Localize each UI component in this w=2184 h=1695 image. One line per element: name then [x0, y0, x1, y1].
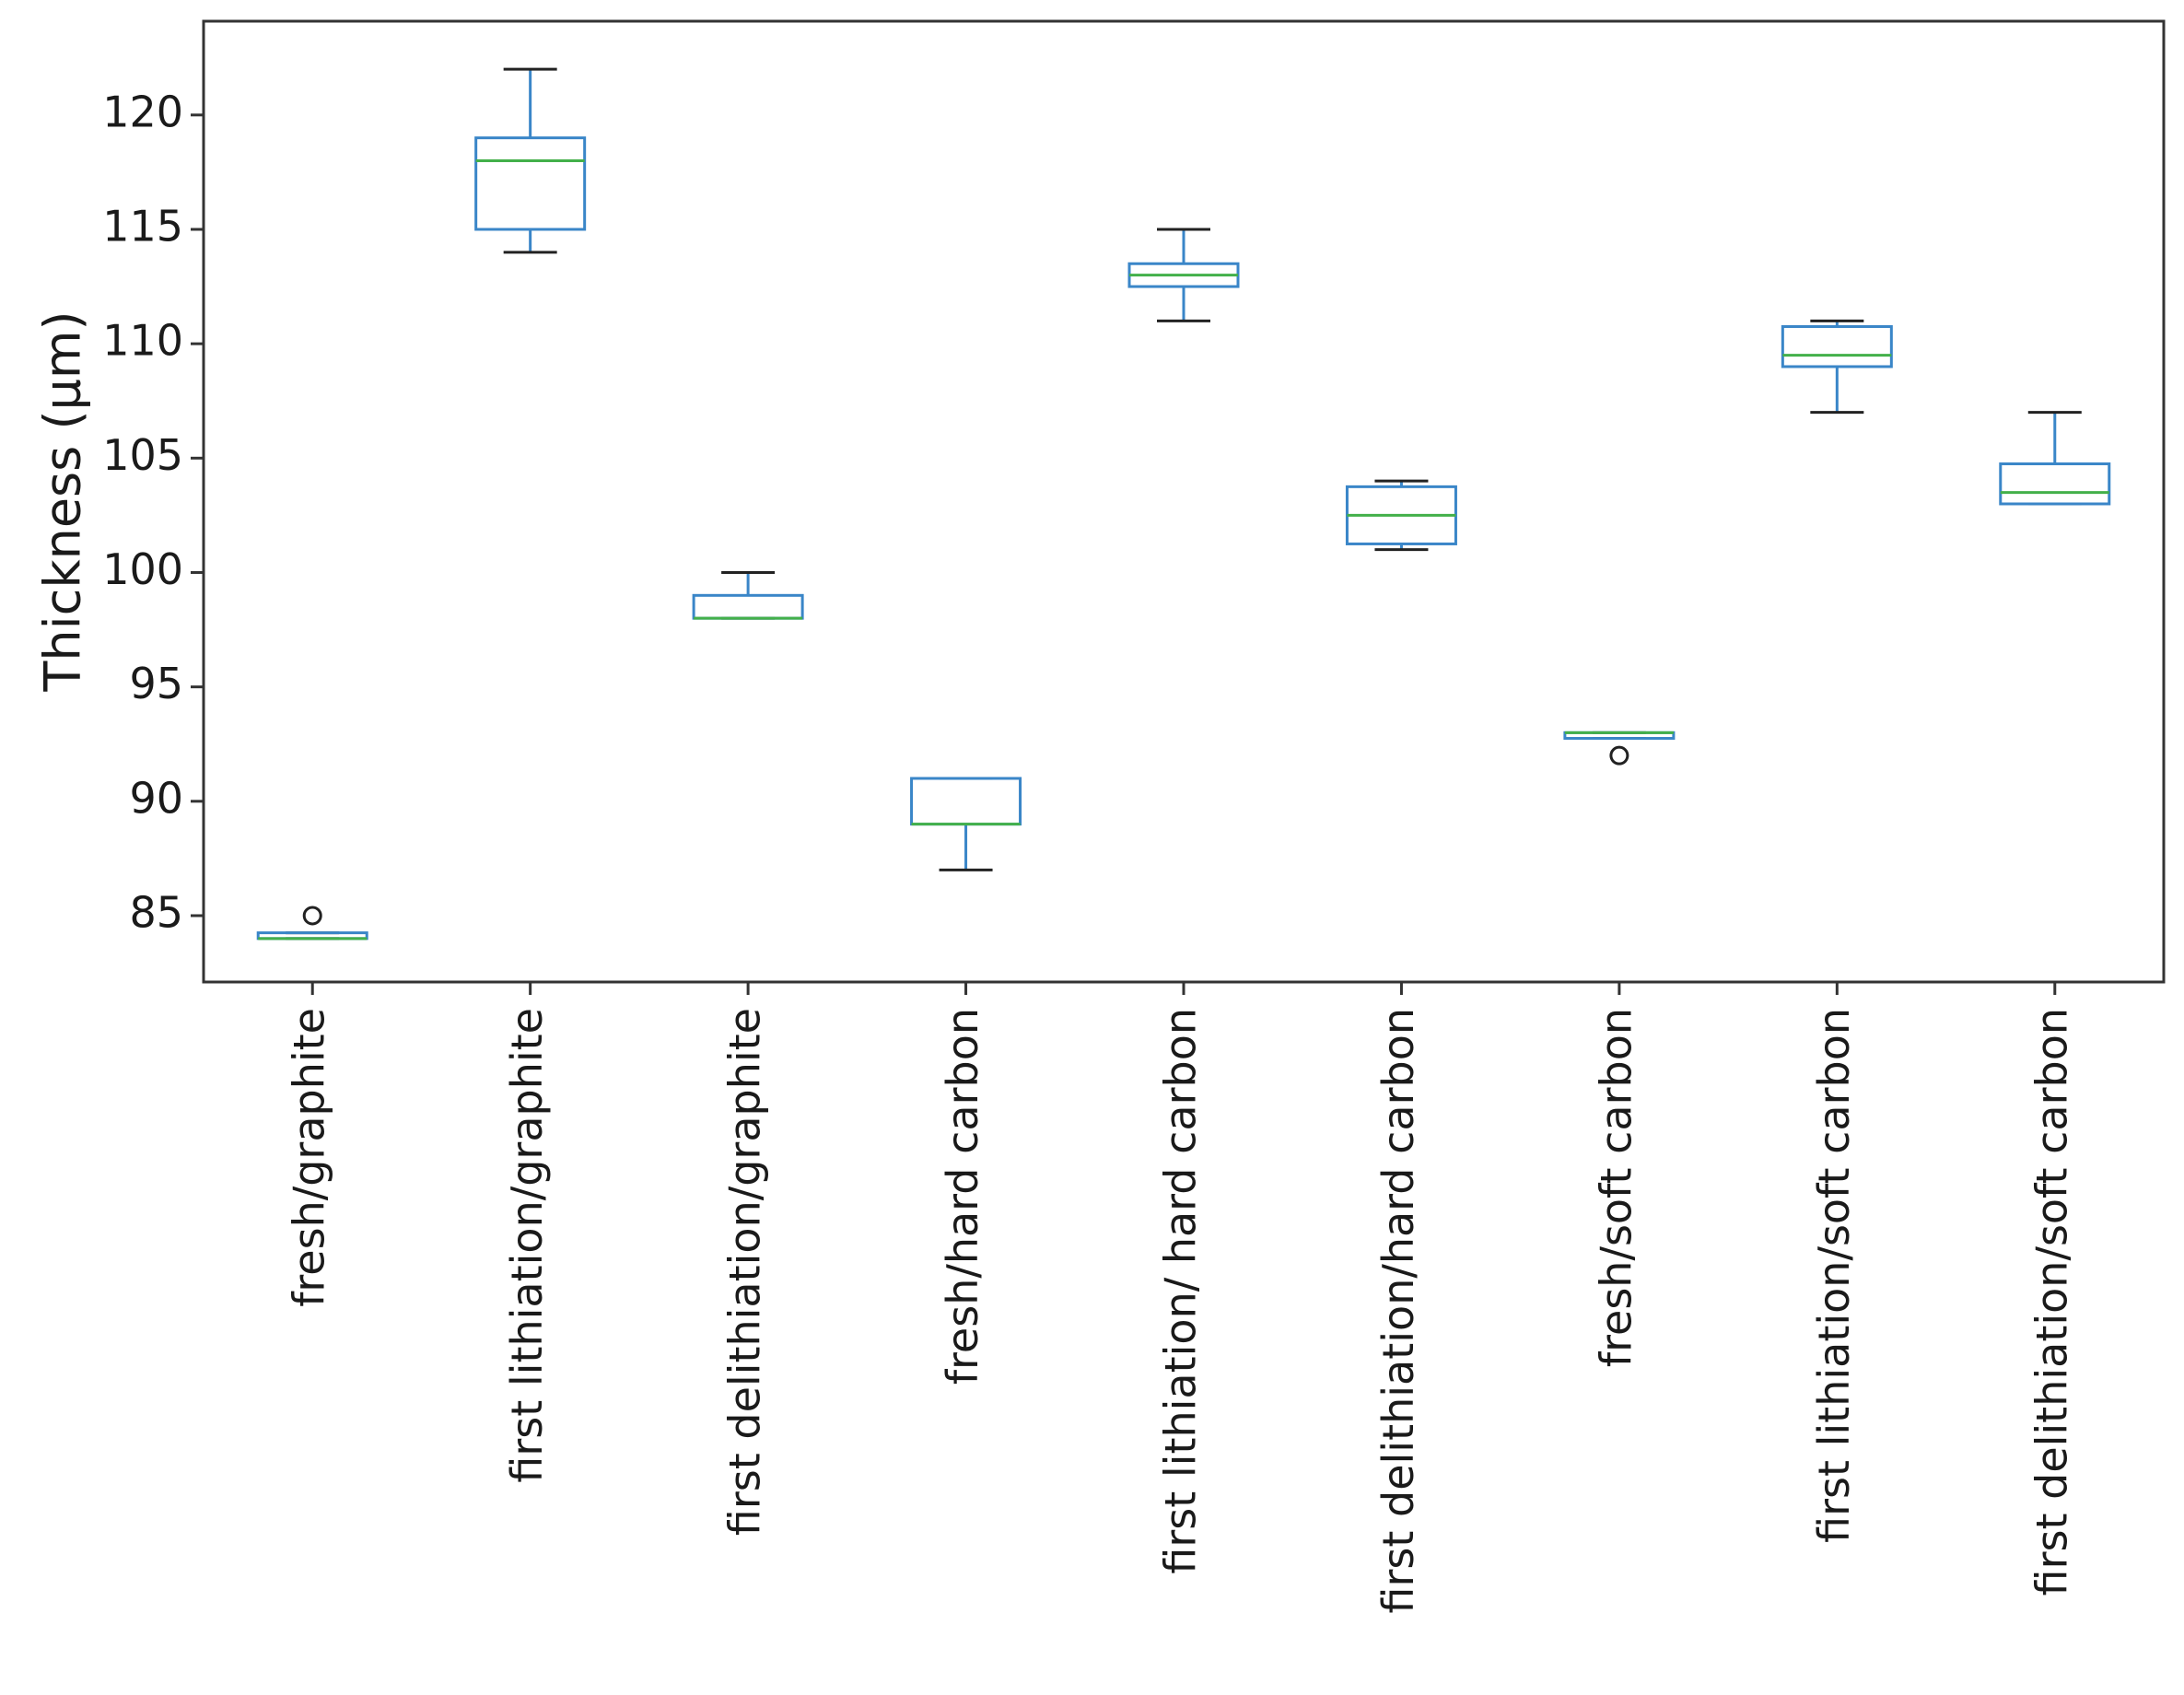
y-tick-label: 115: [102, 201, 183, 251]
y-tick-label: 85: [129, 887, 183, 937]
y-axis-label: Thickness (μm): [34, 310, 92, 692]
box-5: [1127, 228, 1240, 322]
y-tick-label: 120: [102, 87, 183, 136]
x-tick-label: first delithiation/soft carbon: [2026, 1008, 2076, 1596]
x-tick-label: first lithiation/graphite: [502, 1008, 552, 1483]
x-axis: fresh/graphite first lithiation/graphite f…: [285, 982, 2076, 1614]
outlier-point: [302, 906, 322, 926]
x-tick-label: fresh/soft carbon: [1591, 1008, 1641, 1367]
box-4: [910, 777, 1022, 871]
box-1: [256, 906, 368, 941]
iqr-box: [474, 136, 587, 231]
box-7: [1563, 731, 1676, 766]
x-tick-label: first lithiation/ hard carbon: [1156, 1008, 1206, 1574]
x-tick-label: fresh/graphite: [285, 1008, 334, 1307]
y-tick-label: 95: [129, 659, 183, 708]
y-tick-label: 100: [102, 544, 183, 594]
y-tick-label: 110: [102, 316, 183, 366]
iqr-box: [1781, 325, 1893, 368]
x-tick-label: first delithiation/hard carbon: [1373, 1008, 1423, 1614]
y-tick-label: 90: [129, 773, 183, 823]
x-tick-label: fresh/hard carbon: [938, 1008, 987, 1385]
y-tick-label: 105: [102, 430, 183, 480]
x-tick-label: first lithiation/soft carbon: [1809, 1008, 1859, 1543]
box-series: [256, 67, 2111, 941]
box-8: [1781, 319, 1893, 415]
iqr-box: [910, 777, 1022, 826]
y-axis: 85 90 95 100 105 110 115 120: [102, 87, 204, 937]
box-6: [1345, 479, 1457, 552]
box-2: [474, 67, 587, 254]
iqr-box: [1999, 462, 2111, 506]
x-tick-label: first delithiation/graphite: [720, 1008, 770, 1536]
plot-frame: [202, 19, 2166, 984]
box-9: [1999, 411, 2111, 506]
box-3: [692, 570, 804, 620]
iqr-box: [692, 593, 804, 620]
outlier-point: [1609, 745, 1629, 766]
